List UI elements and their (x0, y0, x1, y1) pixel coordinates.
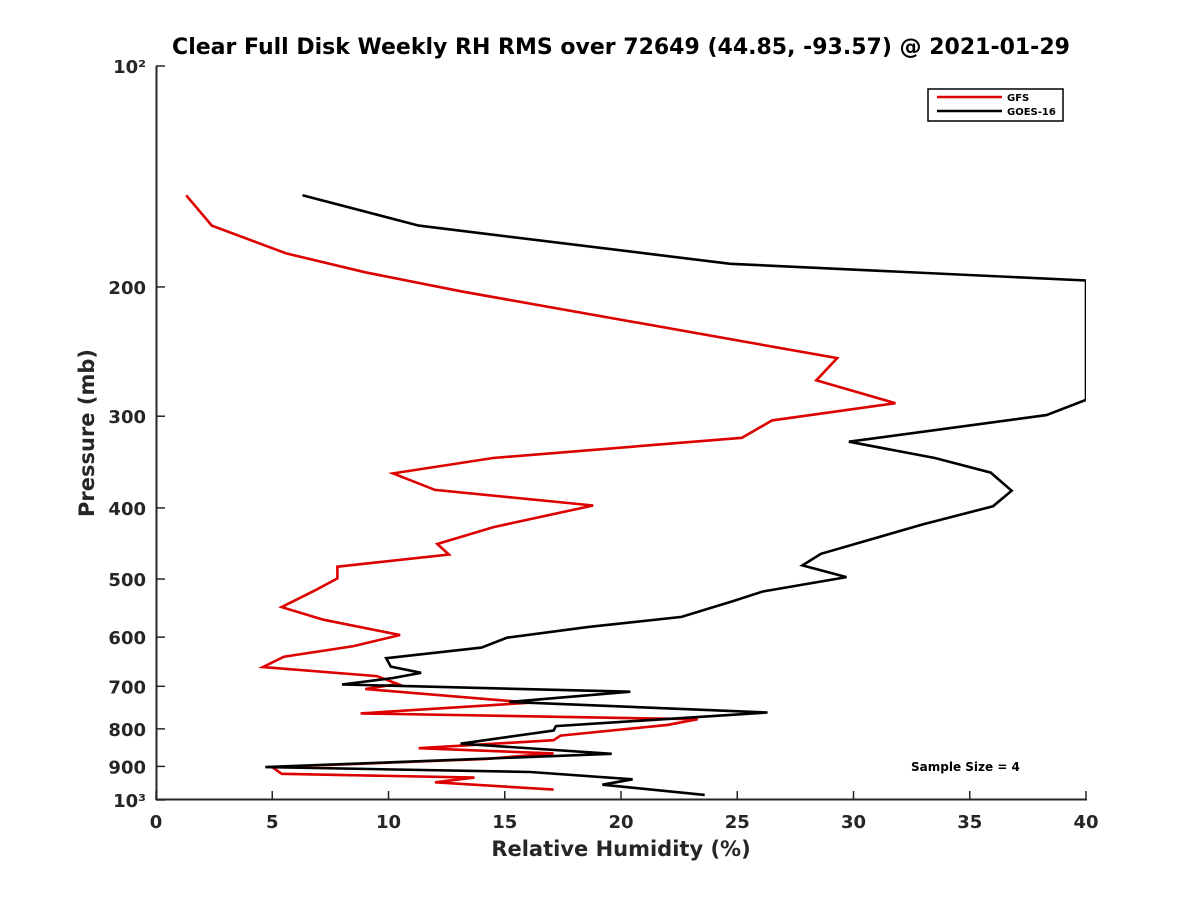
x-tick-label: 15 (492, 812, 517, 833)
y-tick-label: 800 (108, 720, 146, 741)
y-tick-label: 500 (108, 570, 146, 591)
sample-size-annotation: Sample Size = 4 (911, 760, 1020, 774)
x-axis-label: Relative Humidity (%) (491, 837, 750, 861)
chart-title: Clear Full Disk Weekly RH RMS over 72649… (172, 35, 1070, 60)
x-tick-label: 20 (608, 812, 633, 833)
legend-label-gfs: GFS (1007, 93, 1029, 104)
series-line-goes16 (265, 194, 1086, 797)
x-tick-label: 5 (266, 812, 279, 833)
legend: GFS GOES-16 (927, 88, 1064, 122)
y-tick-label: 400 (108, 499, 146, 520)
y-tick-label: 200 (108, 278, 146, 299)
x-tick-label: 0 (150, 812, 163, 833)
x-axis-ticks: 0 5 10 15 20 25 30 35 40 (150, 791, 1099, 833)
y-tick-label: 10³ (113, 791, 146, 812)
y-tick-label: 700 (108, 677, 146, 698)
y-tick-label: 600 (108, 628, 146, 649)
x-tick-label: 30 (841, 812, 866, 833)
y-axis-ticks: 10² 200 300 400 500 600 700 800 900 10³ (108, 57, 165, 812)
legend-box (927, 88, 1064, 122)
x-tick-label: 35 (957, 812, 982, 833)
y-axis-label: Pressure (mb) (75, 349, 99, 517)
x-tick-label: 25 (725, 812, 750, 833)
legend-label-goes16: GOES-16 (1007, 107, 1056, 118)
x-tick-label: 40 (1073, 812, 1098, 833)
y-tick-label: 10² (113, 57, 146, 78)
y-tick-label: 900 (108, 757, 146, 778)
series-line-gfs (185, 194, 896, 791)
y-tick-label: 300 (108, 407, 146, 428)
x-tick-label: 10 (376, 812, 401, 833)
series-layer (185, 194, 1086, 797)
